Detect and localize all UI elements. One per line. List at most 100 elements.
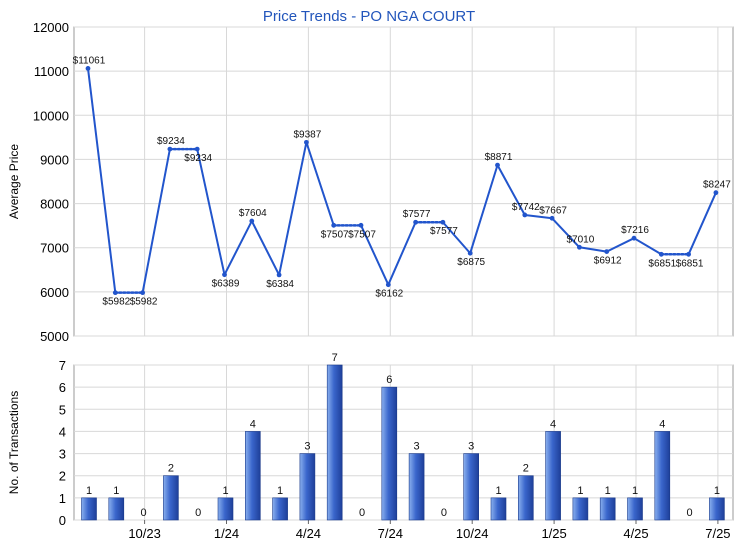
bar-data-label: 4	[550, 418, 556, 430]
transaction-bar	[490, 497, 507, 521]
price-point	[495, 162, 500, 168]
y-tick-label: 8000	[40, 197, 69, 212]
transaction-bar	[163, 475, 179, 521]
price-point	[331, 222, 337, 228]
y-axis-label: Average Price	[7, 144, 21, 219]
bar-data-label: 0	[441, 507, 447, 519]
transaction-bar	[299, 453, 316, 521]
line-segment	[523, 213, 554, 220]
price-point	[167, 146, 173, 152]
price-point	[631, 235, 637, 241]
bar-data-label: 0	[195, 507, 201, 519]
bar-data-label: 1	[277, 485, 283, 497]
price-point	[686, 251, 691, 257]
price-data-label: $7216	[621, 225, 649, 236]
price-data-label: $6384	[266, 279, 294, 290]
y-tick-label: 9000	[40, 152, 69, 167]
transaction-bar	[81, 497, 97, 521]
price-point	[522, 212, 528, 218]
price-point	[194, 146, 200, 152]
line-segment	[196, 148, 226, 276]
bar-data-label: 3	[414, 441, 420, 453]
bar-data-label: 1	[86, 485, 92, 497]
price-point	[604, 249, 610, 254]
price-point	[577, 244, 582, 250]
transaction-bar	[408, 453, 425, 521]
bar-data-label: 1	[495, 485, 501, 497]
price-data-label: $9387	[293, 129, 321, 140]
transaction-bar	[545, 431, 561, 521]
price-point	[249, 218, 255, 224]
transaction-bar	[572, 497, 589, 521]
price-data-label: $6851	[676, 258, 704, 269]
line-segment	[305, 141, 335, 227]
y-tick-label: 4	[59, 424, 66, 439]
price-data-label: $8247	[703, 180, 731, 191]
price-point	[713, 190, 719, 196]
price-point	[276, 272, 282, 278]
price-data-label: $6389	[212, 279, 240, 290]
price-data-label: $7577	[430, 226, 458, 237]
transaction-bar	[517, 475, 534, 521]
price-data-label: $7507	[348, 229, 376, 240]
bar-data-label: 3	[304, 441, 310, 453]
bar-data-label: 1	[113, 485, 119, 497]
price-data-label: $11061	[73, 55, 106, 66]
chart-title: Price Trends - PO NGA COURT	[263, 8, 475, 25]
line-segment	[469, 164, 499, 255]
line-segment	[87, 67, 117, 294]
y-tick-label: 7	[59, 358, 66, 373]
transaction-bar	[272, 497, 288, 521]
bar-data-label: 1	[632, 485, 638, 497]
x-tick-label: 7/24	[378, 526, 403, 541]
price-data-label: $7507	[321, 229, 349, 240]
bar-data-label: 0	[687, 507, 693, 519]
y-tick-label: 11000	[34, 64, 69, 79]
bar-data-label: 4	[659, 418, 665, 430]
line-segment	[250, 220, 281, 276]
bar-data-label: 6	[386, 374, 392, 386]
transaction-bar	[463, 453, 480, 521]
bar-data-label: 0	[359, 507, 365, 519]
line-segment	[441, 221, 472, 255]
x-tick-label: 4/25	[623, 526, 648, 541]
transaction-bar	[326, 364, 343, 521]
y-tick-label: 5	[59, 402, 66, 417]
price-data-label: $6912	[594, 256, 622, 267]
line-segment	[687, 191, 717, 256]
bar-data-label: 7	[332, 352, 338, 364]
price-point	[140, 290, 146, 296]
price-data-label: $7604	[239, 208, 267, 219]
price-data-label: $7742	[512, 202, 540, 213]
price-point	[658, 251, 664, 257]
line-segment	[578, 246, 608, 253]
price-data-label: $8871	[485, 152, 513, 163]
line-segment	[223, 220, 253, 276]
x-tick-label: 1/25	[541, 526, 566, 541]
price-data-label: $6875	[457, 257, 485, 268]
bar-data-label: 3	[468, 441, 474, 453]
x-tick-label: 10/23	[128, 526, 161, 541]
price-point	[112, 290, 118, 296]
y-tick-label: 3	[59, 447, 66, 462]
line-segment	[278, 141, 308, 276]
price-data-label: $7010	[566, 234, 594, 245]
x-tick-label: 7/25	[705, 526, 730, 541]
x-tick-label: 10/24	[456, 526, 489, 541]
line-segment	[387, 221, 417, 286]
transaction-bar	[627, 497, 643, 521]
price-data-label: $7577	[403, 209, 431, 220]
bar-data-label: 0	[141, 507, 147, 519]
price-data-label: $6851	[648, 258, 676, 269]
bar-plot-area	[73, 364, 734, 521]
price-line-panel: 5000 6000 7000 8000 9000 10000 11000 12000 Avera…	[7, 20, 734, 344]
bar-data-label: 1	[714, 485, 720, 497]
bar-data-label: 1	[222, 485, 228, 497]
price-data-label: $6162	[375, 289, 403, 300]
bar-data-label: 4	[250, 418, 256, 430]
bar-data-label: 1	[577, 485, 583, 497]
line-segment	[360, 224, 390, 286]
price-point	[85, 66, 91, 71]
bar-data-label: 1	[605, 485, 611, 497]
